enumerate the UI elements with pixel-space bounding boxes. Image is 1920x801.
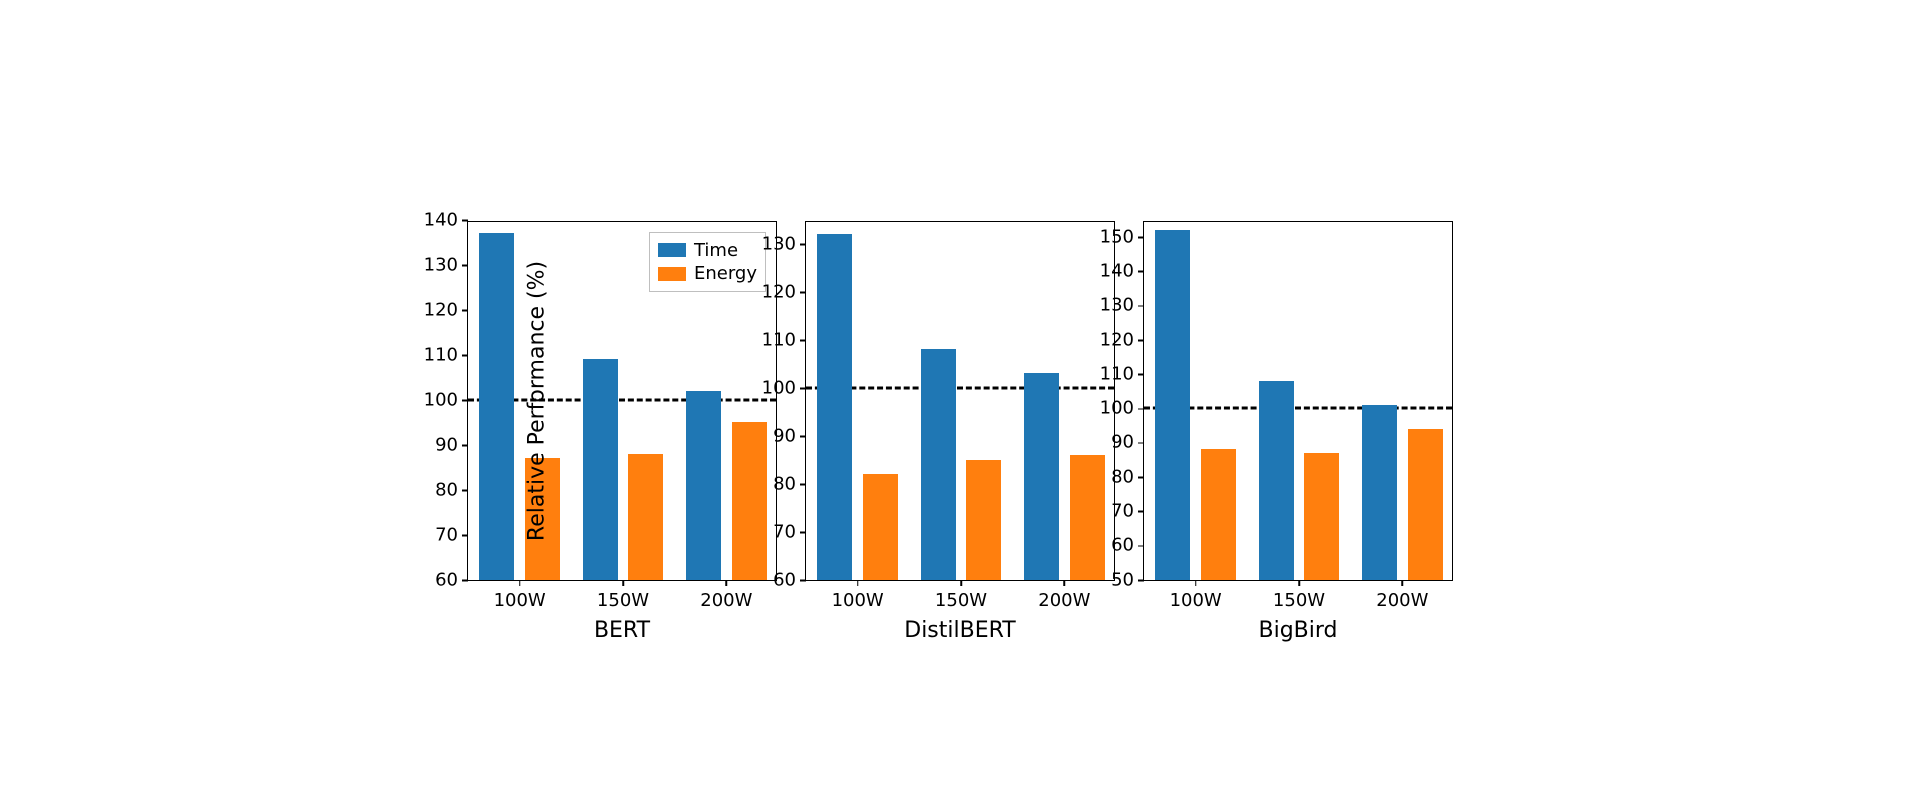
panel-title: DistilBERT [904, 580, 1015, 643]
panel-bigbird: 5060708090100110120130140150100W150W200W… [1143, 221, 1453, 581]
x-tick-label: 200W [1376, 580, 1428, 611]
y-tick: 70 [435, 524, 468, 545]
plot-area: 60708090100110120130140100W150W200WBERTT… [467, 221, 777, 581]
y-tick: 100 [1100, 398, 1144, 419]
bar-time [921, 349, 956, 579]
y-tick: 90 [435, 434, 468, 455]
y-tick: 70 [773, 521, 806, 542]
bar-time [686, 391, 721, 580]
panel-title: BERT [594, 580, 650, 643]
y-tick: 150 [1100, 226, 1144, 247]
legend-item-energy: Energy [658, 262, 757, 285]
y-tick: 80 [773, 473, 806, 494]
y-tick: 120 [762, 281, 806, 302]
y-tick: 50 [1111, 569, 1144, 590]
legend-swatch [658, 267, 686, 281]
bar-time [1024, 373, 1059, 579]
panel-bert: 60708090100110120130140100W150W200WBERTT… [467, 221, 777, 581]
y-tick: 60 [773, 569, 806, 590]
y-tick: 60 [435, 569, 468, 590]
y-tick: 70 [1111, 500, 1144, 521]
y-tick: 130 [1100, 295, 1144, 316]
y-tick: 100 [424, 389, 468, 410]
bar-energy [1408, 429, 1443, 580]
y-tick: 110 [762, 329, 806, 350]
y-tick: 80 [435, 479, 468, 500]
y-tick: 130 [424, 254, 468, 275]
bar-time [583, 359, 618, 580]
bar-time [1155, 230, 1190, 580]
x-tick-label: 100W [494, 580, 546, 611]
y-tick: 100 [762, 377, 806, 398]
plot-area: 5060708090100110120130140150100W150W200W… [1143, 221, 1453, 581]
bar-energy [628, 454, 663, 580]
y-tick: 110 [1100, 363, 1144, 384]
bar-time [479, 233, 514, 580]
bar-energy [863, 474, 898, 580]
y-tick: 60 [1111, 535, 1144, 556]
y-tick: 120 [424, 299, 468, 320]
y-tick: 90 [1111, 432, 1144, 453]
legend: TimeEnergy [649, 232, 766, 293]
y-tick: 140 [1100, 260, 1144, 281]
legend-label: Energy [694, 262, 757, 285]
panels-row: 60708090100110120130140100W150W200WBERTT… [467, 221, 1453, 581]
x-tick-label: 100W [832, 580, 884, 611]
y-tick: 140 [424, 209, 468, 230]
panel-distilbert: 60708090100110120130100W150W200WDistilBE… [805, 221, 1115, 581]
legend-item-time: Time [658, 239, 757, 262]
bar-energy [1070, 455, 1105, 580]
x-tick-label: 200W [1038, 580, 1090, 611]
bar-energy [732, 422, 767, 580]
figure: 60708090100110120130140100W150W200WBERTT… [467, 221, 1453, 581]
bar-energy [966, 460, 1001, 580]
y-axis-label: Relative Performance (%) [525, 260, 550, 540]
y-tick: 90 [773, 425, 806, 446]
bar-time [1362, 405, 1397, 580]
panel-title: BigBird [1259, 580, 1338, 643]
x-tick-label: 100W [1170, 580, 1222, 611]
bar-energy [1201, 449, 1236, 579]
plot-area: 60708090100110120130100W150W200WDistilBE… [805, 221, 1115, 581]
bar-time [817, 234, 852, 580]
y-tick: 130 [762, 233, 806, 254]
y-tick: 110 [424, 344, 468, 365]
x-tick-label: 200W [700, 580, 752, 611]
legend-label: Time [694, 239, 738, 262]
y-tick: 120 [1100, 329, 1144, 350]
bar-energy [1304, 453, 1339, 580]
bar-time [1259, 381, 1294, 580]
legend-swatch [658, 243, 686, 257]
y-tick: 80 [1111, 466, 1144, 487]
